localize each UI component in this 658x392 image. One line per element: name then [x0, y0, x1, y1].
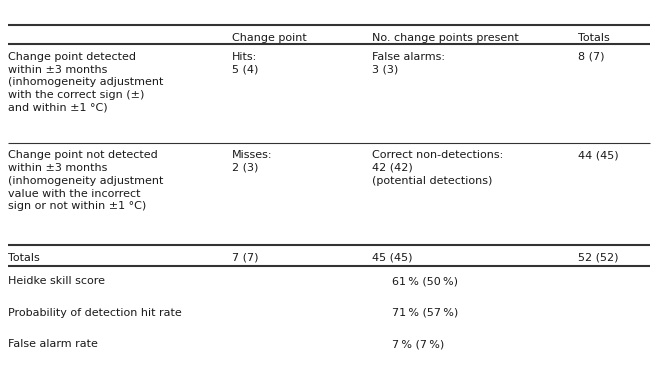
Text: Hits:
5 (4): Hits: 5 (4)	[232, 52, 258, 74]
Text: Totals: Totals	[8, 253, 39, 263]
Text: 44 (45): 44 (45)	[578, 150, 619, 160]
Text: Probability of detection hit rate: Probability of detection hit rate	[8, 308, 182, 318]
Text: Totals: Totals	[578, 33, 609, 44]
Text: Change point not detected
within ±3 months
(inhomogeneity adjustment
value with : Change point not detected within ±3 mont…	[8, 150, 163, 211]
Text: No. change points present: No. change points present	[372, 33, 519, 44]
Text: 71 % (57 %): 71 % (57 %)	[392, 308, 458, 318]
Text: 7 % (7 %): 7 % (7 %)	[392, 339, 443, 349]
Text: Change point: Change point	[232, 33, 307, 44]
Text: 61 % (50 %): 61 % (50 %)	[392, 276, 457, 287]
Text: 52 (52): 52 (52)	[578, 253, 619, 263]
Text: False alarm rate: False alarm rate	[8, 339, 98, 349]
Text: 8 (7): 8 (7)	[578, 52, 604, 62]
Text: Misses:
2 (3): Misses: 2 (3)	[232, 150, 272, 173]
Text: False alarms:
3 (3): False alarms: 3 (3)	[372, 52, 445, 74]
Text: Heidke skill score: Heidke skill score	[8, 276, 105, 287]
Text: 7 (7): 7 (7)	[232, 253, 258, 263]
Text: Correct non-detections:
42 (42)
(potential detections): Correct non-detections: 42 (42) (potenti…	[372, 150, 503, 186]
Text: Change point detected
within ±3 months
(inhomogeneity adjustment
with the correc: Change point detected within ±3 months (…	[8, 52, 163, 113]
Text: 45 (45): 45 (45)	[372, 253, 413, 263]
